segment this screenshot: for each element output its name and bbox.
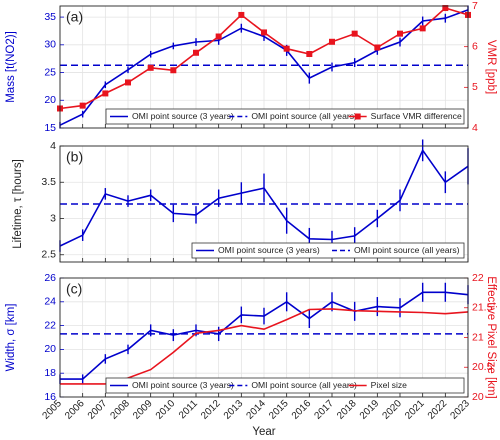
y-axis-title-right: VMR [ppb] [485, 40, 497, 94]
data-point [125, 79, 131, 86]
y-tick-label-right: 22 [472, 272, 484, 284]
y-tick-label-left: 26 [44, 272, 56, 284]
data-point [374, 44, 381, 51]
x-axis-title: Year [252, 426, 275, 438]
data-point [442, 5, 449, 12]
data-point [170, 67, 177, 74]
y-tick-label-left: 24 [44, 296, 56, 308]
y-tick-label-right: 7 [472, 0, 478, 12]
x-tick-label: 2011 [177, 398, 200, 421]
x-tick-label: 2009 [131, 398, 155, 422]
y-tick-label-left: 20 [44, 343, 56, 355]
y-axis-title-right: Effective Pixel Size [km] [485, 276, 497, 399]
x-tick-label: 2017 [312, 398, 336, 422]
y-tick-label-right: 20 [472, 391, 484, 403]
x-tick-label: 2014 [244, 398, 268, 422]
plot-frame [59, 5, 469, 129]
x-tick-label: 2008 [108, 398, 132, 422]
y-axis-title: Lifetime, τ [hours] [12, 159, 24, 249]
legend-entry: OMI point source (all years) [251, 380, 357, 390]
data-point [283, 45, 290, 52]
x-tick-label: 2013 [222, 398, 246, 422]
data-point [329, 38, 335, 45]
data-point [238, 11, 245, 18]
data-point [193, 49, 199, 56]
x-tick-label: 2007 [86, 398, 110, 422]
data-point [397, 30, 403, 37]
y-tick-label-left: 18 [44, 367, 56, 379]
y-tick-label-left: 22 [44, 319, 56, 331]
legend-box [105, 377, 465, 394]
x-tick-label: 2015 [267, 398, 291, 422]
legend-entry: Surface VMR difference [371, 111, 462, 121]
y-tick-label-left: 3 [50, 212, 56, 224]
x-tick-label: 2018 [335, 398, 359, 422]
panel-label: (b) [66, 149, 83, 165]
legend-box [191, 242, 465, 259]
plot-frame [59, 277, 469, 398]
legend-entry: OMI point source (all years) [251, 111, 357, 121]
data-point [419, 25, 426, 32]
x-tick-label: 2016 [290, 398, 314, 422]
y-tick-label-right: 6 [472, 40, 478, 52]
data-point [147, 64, 154, 71]
legend-box [105, 108, 465, 125]
y-tick-label-left: 25 [44, 66, 56, 78]
y-axis-title-left: Mass [t(NO2)] [5, 31, 17, 103]
x-tick-label: 2006 [63, 398, 87, 422]
x-tick-label: 2019 [358, 398, 382, 422]
x-tick-label: 2020 [380, 398, 404, 422]
y-tick-label-left: 4 [50, 140, 56, 152]
legend-marker [354, 113, 361, 120]
y-tick-label-right: 5 [472, 81, 478, 93]
legend-entry: OMI point source (3 years) [132, 380, 234, 390]
data-point [215, 33, 222, 40]
x-tick-label: 2012 [199, 398, 223, 422]
panel-label: (a) [66, 9, 83, 25]
y-axis-title-left: Width, σ [km] [5, 304, 17, 372]
legend-entry: OMI point source (all years) [354, 245, 460, 255]
data-point [79, 102, 86, 109]
data-point [261, 29, 267, 36]
y-tick-label-right: 4 [472, 122, 478, 134]
x-tick-label: 2010 [154, 398, 178, 422]
y-tick-label-left: 35 [44, 11, 56, 23]
y-tick-label-right: 21.5 [472, 302, 493, 314]
y-tick-label-left: 16 [44, 391, 56, 403]
y-tick-label-right: 20.5 [472, 361, 493, 373]
data-point [306, 50, 313, 57]
data-point [102, 90, 109, 97]
y-tick-label-left: 15 [44, 122, 56, 134]
legend-entry: OMI point source (3 years) [218, 245, 320, 255]
plot-frame [59, 145, 469, 263]
legend-entry: Pixel size [371, 380, 408, 390]
x-tick-label: 2022 [426, 398, 450, 422]
y-tick-label-left: 30 [44, 39, 56, 51]
data-point [351, 30, 358, 37]
y-tick-label-left: 2.5 [41, 249, 56, 261]
y-tick-label-left: 3.5 [41, 176, 56, 188]
x-tick-label: 2023 [448, 398, 472, 422]
y-tick-label-right: 21 [472, 331, 484, 343]
x-tick-label: 2021 [403, 398, 427, 422]
y-tick-label-left: 20 [44, 94, 56, 106]
panel-label: (c) [66, 281, 82, 297]
legend-entry: OMI point source (3 years) [132, 111, 234, 121]
